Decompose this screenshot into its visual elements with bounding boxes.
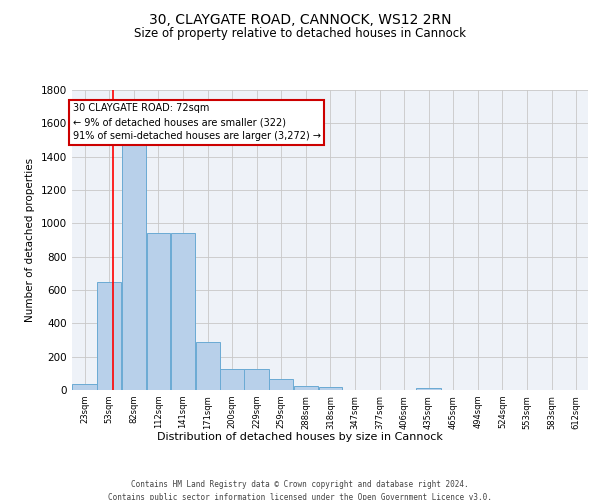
Bar bbox=[220, 369, 244, 390]
Bar bbox=[146, 234, 170, 390]
Bar bbox=[293, 386, 318, 390]
Bar bbox=[319, 386, 342, 390]
Bar bbox=[196, 342, 220, 390]
Text: Size of property relative to detached houses in Cannock: Size of property relative to detached ho… bbox=[134, 28, 466, 40]
Bar bbox=[244, 369, 269, 390]
Text: 30 CLAYGATE ROAD: 72sqm
← 9% of detached houses are smaller (322)
91% of semi-de: 30 CLAYGATE ROAD: 72sqm ← 9% of detached… bbox=[73, 104, 321, 142]
Text: Contains HM Land Registry data © Crown copyright and database right 2024.
Contai: Contains HM Land Registry data © Crown c… bbox=[108, 480, 492, 500]
Bar bbox=[122, 145, 146, 390]
Bar bbox=[97, 282, 121, 390]
Text: 30, CLAYGATE ROAD, CANNOCK, WS12 2RN: 30, CLAYGATE ROAD, CANNOCK, WS12 2RN bbox=[149, 12, 451, 26]
Text: Distribution of detached houses by size in Cannock: Distribution of detached houses by size … bbox=[157, 432, 443, 442]
Bar bbox=[416, 388, 441, 390]
Bar bbox=[72, 384, 97, 390]
Bar bbox=[269, 379, 293, 390]
Bar bbox=[171, 234, 196, 390]
Y-axis label: Number of detached properties: Number of detached properties bbox=[25, 158, 35, 322]
